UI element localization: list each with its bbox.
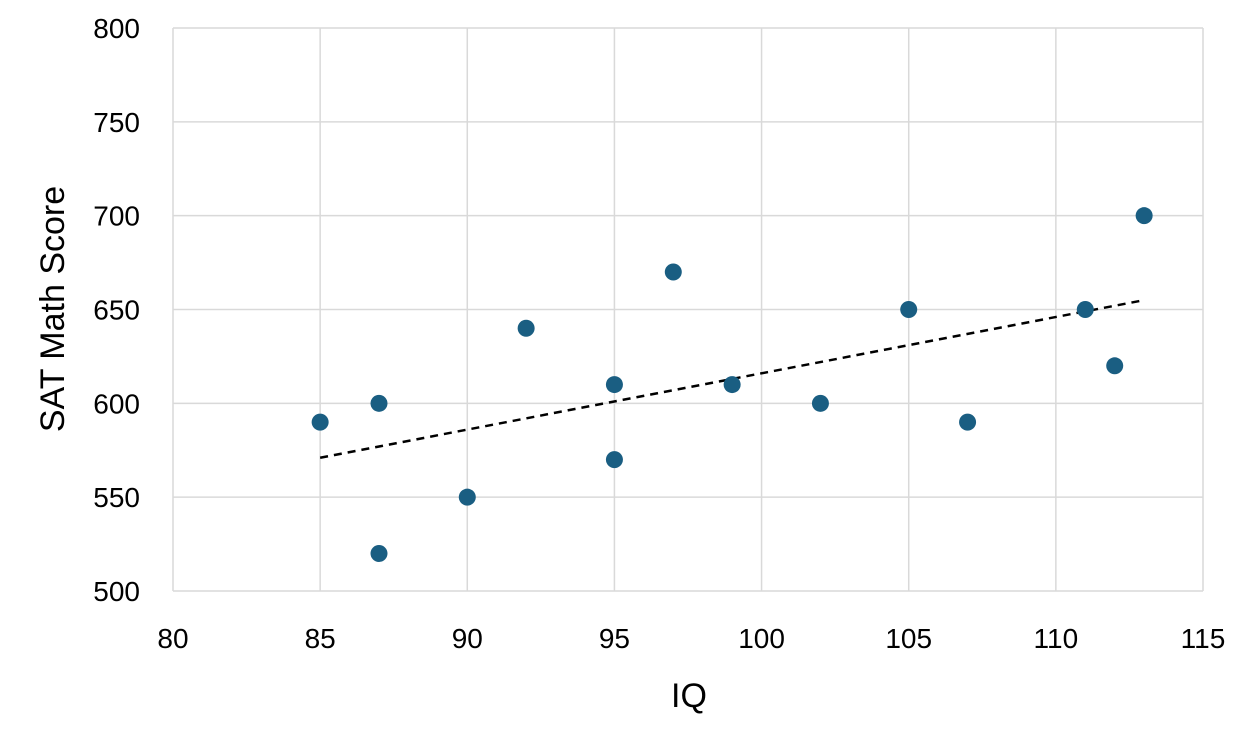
x-axis-ticks: 80 85 90 95 100 105 110 115 bbox=[157, 623, 1225, 654]
y-tick-label: 650 bbox=[93, 295, 140, 326]
data-point bbox=[517, 319, 535, 337]
grid-lines bbox=[172, 27, 1204, 592]
data-point bbox=[370, 544, 388, 562]
y-tick-label: 550 bbox=[93, 482, 140, 513]
y-tick-label: 600 bbox=[93, 388, 140, 419]
x-tick-label: 110 bbox=[1034, 623, 1079, 654]
data-point bbox=[811, 394, 829, 412]
data-point bbox=[311, 413, 329, 431]
data-point bbox=[458, 488, 476, 506]
x-tick-label: 100 bbox=[738, 623, 785, 654]
x-tick-label: 95 bbox=[599, 623, 630, 654]
y-axis-label: SAT Math Score bbox=[34, 186, 72, 432]
data-point bbox=[664, 263, 682, 281]
y-tick-label: 500 bbox=[93, 576, 140, 607]
y-tick-label: 750 bbox=[93, 107, 140, 138]
x-tick-label: 85 bbox=[305, 623, 336, 654]
y-tick-label: 800 bbox=[93, 13, 140, 44]
data-points bbox=[311, 207, 1153, 562]
data-point bbox=[723, 376, 741, 394]
data-point bbox=[605, 376, 623, 394]
data-point bbox=[1135, 207, 1153, 225]
y-tick-label: 700 bbox=[93, 201, 140, 232]
x-tick-label: 90 bbox=[452, 623, 483, 654]
x-axis-label: IQ bbox=[671, 677, 707, 715]
x-tick-label: 115 bbox=[1181, 623, 1226, 654]
y-axis-ticks: 500 550 600 650 700 750 800 bbox=[93, 13, 140, 607]
x-tick-label: 105 bbox=[885, 623, 932, 654]
x-tick-label: 80 bbox=[157, 623, 188, 654]
data-point bbox=[1076, 301, 1094, 318]
data-point bbox=[900, 301, 918, 318]
data-point bbox=[370, 394, 388, 412]
data-point bbox=[959, 413, 977, 431]
data-point bbox=[1106, 357, 1124, 375]
data-point bbox=[605, 451, 623, 469]
